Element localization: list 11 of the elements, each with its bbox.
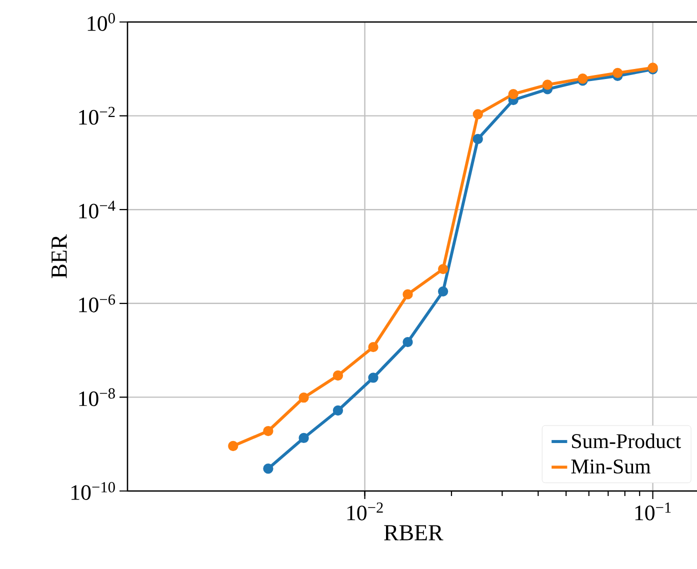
y-tick-label: 10$^{−10}$	[72, 482, 115, 500]
legend-label: Sum-Product	[572, 434, 681, 448]
y-tick-label: 10$^{0}$	[88, 13, 115, 31]
x-tick-label: 10$^{−1}$	[635, 502, 671, 520]
y-tick-label: 10$^{−8}$	[79, 388, 115, 406]
y-tick-label: 10$^{−6}$	[79, 294, 116, 312]
legend-label: Min-Sum	[571, 459, 651, 474]
y-tick-label: 10$^{−2}$	[79, 106, 115, 125]
x-axis-title: RBER	[384, 525, 444, 540]
y-tick-label: 10$^{−4}$	[79, 200, 116, 218]
y-axis-title: BER	[52, 234, 67, 278]
